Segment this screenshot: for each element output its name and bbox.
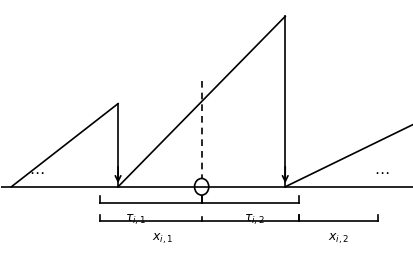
Text: $\tau_{i,2}$: $\tau_{i,2}$ — [244, 212, 265, 226]
Text: $x_{i,1}$: $x_{i,1}$ — [152, 231, 173, 245]
Text: $\cdots$: $\cdots$ — [28, 163, 44, 178]
Text: $x_{i,2}$: $x_{i,2}$ — [327, 231, 349, 245]
Text: $\tau_{i,1}$: $\tau_{i,1}$ — [125, 212, 146, 226]
Text: $\cdots$: $\cdots$ — [373, 163, 388, 178]
